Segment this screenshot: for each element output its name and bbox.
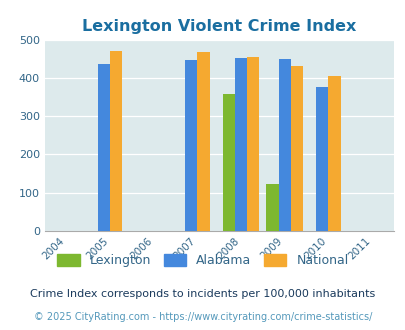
Bar xyxy=(110,51,122,231)
Bar xyxy=(185,60,197,231)
Bar xyxy=(247,57,259,231)
Bar xyxy=(98,64,110,231)
Bar xyxy=(266,183,278,231)
Legend: Lexington, Alabama, National: Lexington, Alabama, National xyxy=(53,250,352,271)
Bar xyxy=(234,58,247,231)
Text: © 2025 CityRating.com - https://www.cityrating.com/crime-statistics/: © 2025 CityRating.com - https://www.city… xyxy=(34,312,371,322)
Title: Lexington Violent Crime Index: Lexington Violent Crime Index xyxy=(82,19,356,34)
Bar xyxy=(328,76,340,231)
Text: Crime Index corresponds to incidents per 100,000 inhabitants: Crime Index corresponds to incidents per… xyxy=(30,289,375,299)
Bar xyxy=(290,66,302,231)
Bar xyxy=(222,94,234,231)
Bar xyxy=(197,52,209,231)
Bar xyxy=(278,59,290,231)
Bar xyxy=(315,87,328,231)
